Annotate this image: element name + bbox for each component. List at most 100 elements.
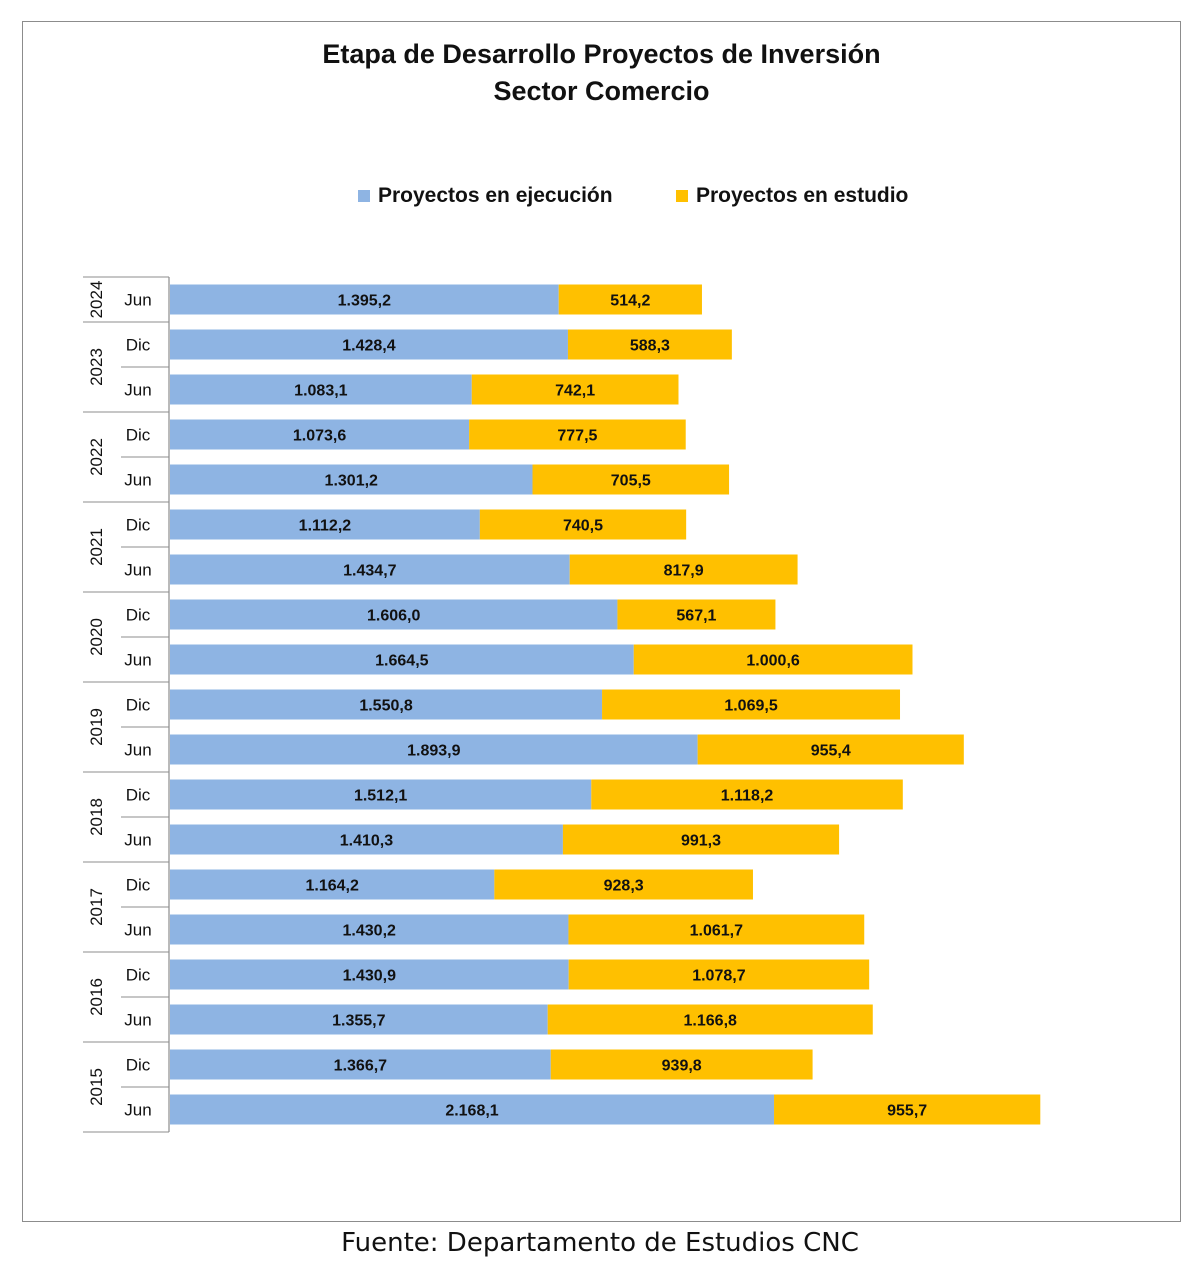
legend-label-estudio: Proyectos en estudio [696, 184, 909, 207]
chart-title: Etapa de Desarrollo Proyectos de Inversi… [22, 36, 1181, 110]
data-label-ejecucion: 1.301,2 [325, 473, 378, 490]
period-tick-label: Jun [124, 561, 151, 580]
period-tick-label: Dic [126, 336, 151, 355]
period-tick-label: Dic [126, 966, 151, 985]
data-label-ejecucion: 1.366,7 [334, 1058, 387, 1075]
data-label-ejecucion: 1.430,2 [343, 923, 396, 940]
bar-estudio [547, 1004, 873, 1035]
bar-ejecucion [170, 509, 480, 540]
legend-item-ejecucion: Proyectos en ejecución [358, 184, 613, 208]
data-label-ejecucion: 1.073,6 [293, 428, 346, 445]
bar-estudio [494, 869, 753, 900]
bar-ejecucion [170, 284, 559, 315]
chart-frame [22, 21, 1181, 1222]
data-label-estudio: 1.166,8 [684, 1013, 737, 1030]
data-label-ejecucion: 1.664,5 [375, 653, 428, 670]
year-tick-label: 2015 [87, 1068, 106, 1106]
year-tick-label: 2024 [87, 281, 106, 319]
bar-ejecucion [170, 644, 634, 675]
bar-estudio [532, 464, 730, 495]
data-label-ejecucion: 1.083,1 [294, 383, 347, 400]
bar-ejecucion [170, 734, 698, 765]
bar-estudio [471, 374, 679, 405]
bar-ejecucion [170, 1049, 551, 1080]
bar-estudio [617, 599, 776, 630]
data-label-ejecucion: 1.164,2 [305, 878, 358, 895]
data-label-ejecucion: 1.428,4 [342, 338, 395, 355]
data-label-ejecucion: 1.112,2 [299, 518, 352, 535]
data-label-estudio: 955,4 [811, 743, 851, 760]
data-label-estudio: 955,7 [887, 1103, 927, 1120]
data-label-estudio: 567,1 [676, 608, 716, 625]
year-tick-label: 2017 [87, 888, 106, 926]
year-tick-label: 2020 [87, 618, 106, 656]
data-label-estudio: 939,8 [662, 1058, 702, 1075]
period-tick-label: Jun [124, 831, 151, 850]
data-label-ejecucion: 1.512,1 [354, 788, 407, 805]
bar-ejecucion [170, 689, 603, 720]
data-label-ejecucion: 1.395,2 [338, 293, 391, 310]
bar-ejecucion [170, 419, 470, 450]
bar-ejecucion [170, 779, 592, 810]
source-note: Fuente: Departamento de Estudios CNC [341, 1228, 859, 1258]
bar-ejecucion [170, 464, 533, 495]
bar-estudio [697, 734, 964, 765]
data-label-estudio: 1.069,5 [724, 698, 777, 715]
data-label-estudio: 742,1 [555, 383, 595, 400]
bar-estudio [591, 779, 903, 810]
period-tick-label: Jun [124, 741, 151, 760]
bar-ejecucion [170, 329, 568, 360]
legend-label-ejecucion: Proyectos en ejecución [378, 184, 613, 207]
period-tick-label: Dic [126, 1056, 151, 1075]
data-label-ejecucion: 1.550,8 [359, 698, 412, 715]
bar-estudio [567, 329, 732, 360]
bar-estudio [569, 554, 798, 585]
period-tick-label: Dic [126, 606, 151, 625]
data-label-ejecucion: 1.434,7 [343, 563, 396, 580]
period-tick-label: Dic [126, 876, 151, 895]
bar-estudio [562, 824, 840, 855]
bar-estudio [602, 689, 901, 720]
year-tick-label: 2022 [87, 438, 106, 476]
legend-item-estudio: Proyectos en estudio [676, 184, 908, 208]
bar-estudio [469, 419, 686, 450]
legend-swatch-ejecucion [358, 190, 370, 202]
bar-ejecucion [170, 599, 618, 630]
bar-ejecucion [170, 1004, 548, 1035]
data-label-ejecucion: 1.430,9 [343, 968, 396, 985]
data-label-estudio: 514,2 [610, 293, 650, 310]
data-label-estudio: 1.078,7 [692, 968, 745, 985]
bar-estudio [774, 1094, 1041, 1125]
period-tick-label: Dic [126, 696, 151, 715]
data-label-estudio: 588,3 [630, 338, 670, 355]
data-label-estudio: 777,5 [557, 428, 597, 445]
period-tick-label: Dic [126, 426, 151, 445]
bar-estudio [558, 284, 702, 315]
data-label-estudio: 705,5 [611, 473, 651, 490]
year-tick-label: 2023 [87, 348, 106, 386]
period-tick-label: Dic [126, 516, 151, 535]
data-label-estudio: 740,5 [563, 518, 603, 535]
chart-title-line-1: Etapa de Desarrollo Proyectos de Inversi… [322, 39, 881, 69]
chart-title-line-2: Sector Comercio [493, 76, 710, 106]
data-label-estudio: 1.000,6 [746, 653, 799, 670]
bar-ejecucion [170, 914, 569, 945]
bar-ejecucion [170, 554, 570, 585]
data-label-ejecucion: 1.606,0 [367, 608, 420, 625]
year-tick-label: 2018 [87, 798, 106, 836]
period-tick-label: Jun [124, 471, 151, 490]
period-tick-label: Jun [124, 291, 151, 310]
bar-ejecucion [170, 824, 563, 855]
year-tick-label: 2019 [87, 708, 106, 746]
data-label-estudio: 991,3 [681, 833, 721, 850]
data-label-estudio: 1.061,7 [690, 923, 743, 940]
legend-swatch-estudio [676, 190, 688, 202]
bar-ejecucion [170, 959, 569, 990]
data-label-estudio: 928,3 [604, 878, 644, 895]
bar-estudio [550, 1049, 813, 1080]
bar-estudio [479, 509, 687, 540]
data-label-ejecucion: 1.410,3 [340, 833, 393, 850]
bar-ejecucion [170, 374, 472, 405]
period-tick-label: Jun [124, 921, 151, 940]
